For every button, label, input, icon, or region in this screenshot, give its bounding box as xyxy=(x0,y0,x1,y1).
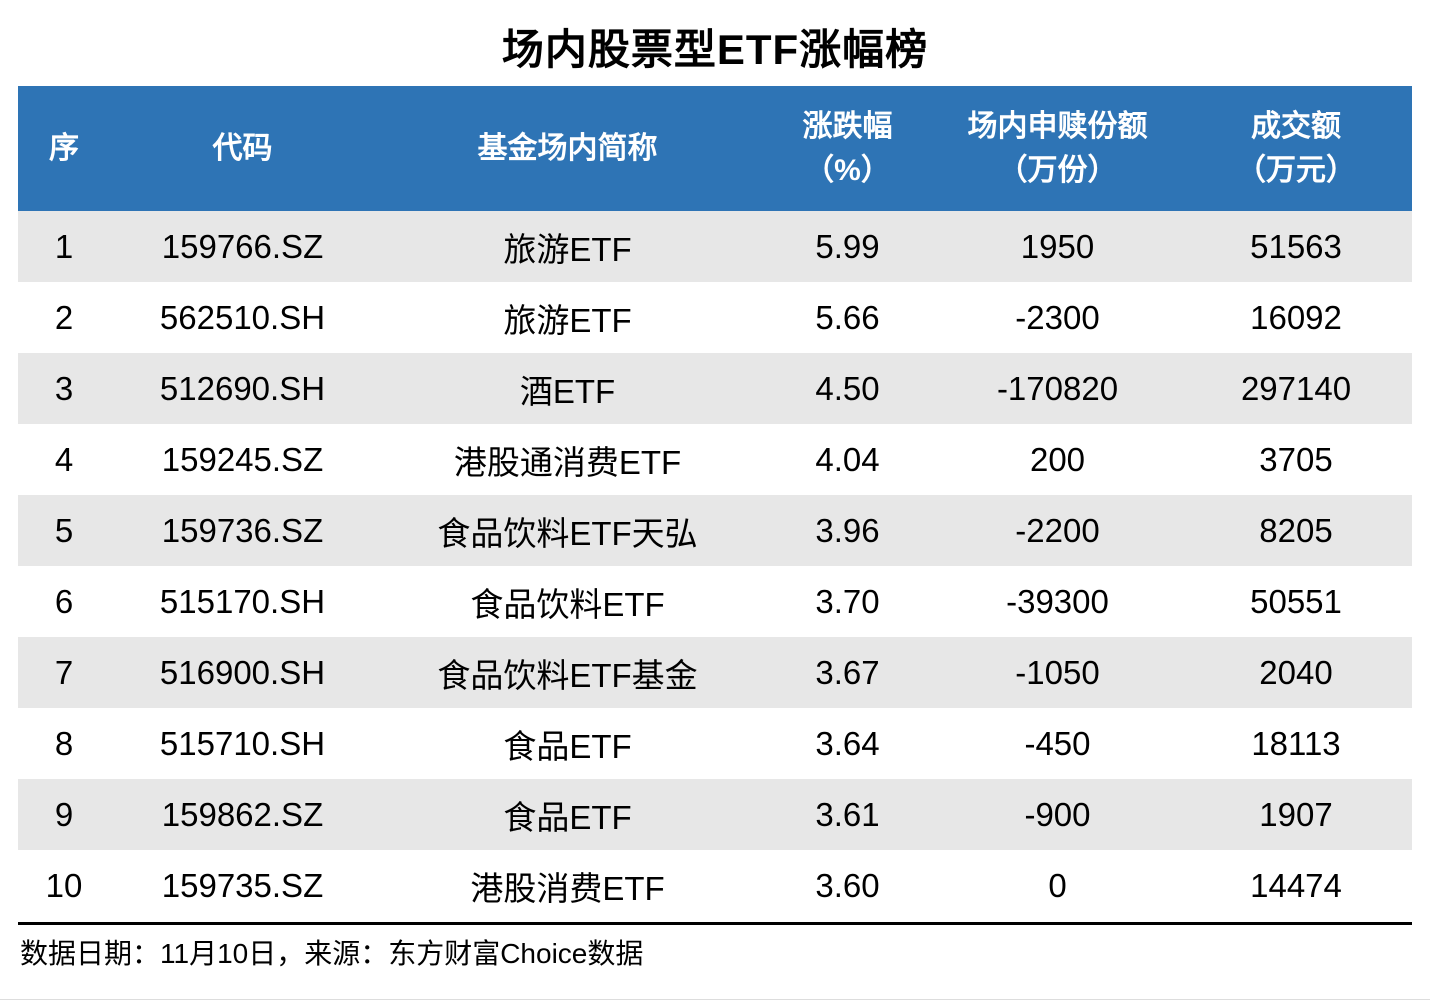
table-row: 5 159736.SZ 食品饮料ETF天弘 3.96 -2200 8205 xyxy=(18,495,1412,566)
cell-change: 3.96 xyxy=(815,511,880,549)
cell-code: 516900.SH xyxy=(159,653,326,691)
cell-turnover: 8205 xyxy=(1259,511,1333,549)
cell-change: 3.60 xyxy=(815,866,880,904)
cell-turnover: 2040 xyxy=(1259,653,1333,691)
cell-turnover: 3705 xyxy=(1259,440,1333,478)
cell-seq: 10 xyxy=(45,866,83,904)
column-header-shares: 场内申赎份额 （万份） xyxy=(935,86,1180,211)
cell-name: 食品ETF xyxy=(503,727,632,765)
table-row: 1 159766.SZ 旅游ETF 5.99 1950 51563 xyxy=(18,211,1412,282)
cell-seq: 6 xyxy=(54,582,74,620)
cell-change: 3.67 xyxy=(815,653,880,691)
cell-turnover: 50551 xyxy=(1250,582,1342,620)
cell-shares: -2300 xyxy=(1015,298,1100,336)
cell-name: 旅游ETF xyxy=(503,230,632,268)
cell-change: 4.50 xyxy=(815,369,880,407)
column-header-label: 序 xyxy=(49,131,79,165)
cell-name: 食品饮料ETF基金 xyxy=(437,656,698,694)
cell-change: 5.99 xyxy=(815,227,880,265)
cell-code: 562510.SH xyxy=(159,298,326,336)
table-row: 10 159735.SZ 港股消费ETF 3.60 0 14474 xyxy=(18,850,1412,921)
cell-seq: 8 xyxy=(54,724,74,762)
column-header-code: 代码 xyxy=(110,86,375,211)
cell-seq: 9 xyxy=(54,795,74,833)
cell-code: 159736.SZ xyxy=(161,511,324,549)
column-header-label: 基金场内简称 xyxy=(477,131,658,165)
data-source-note: 数据日期：11月10日，来源：东方财富Choice数据 xyxy=(20,938,644,969)
column-header-unit: （万元） xyxy=(1236,153,1356,187)
table-header-row: 序 代码 基金场内简称 涨跌幅 （%） 场内申赎份额 （万份） 成交额 （万元） xyxy=(18,86,1412,211)
cell-change: 3.64 xyxy=(815,724,880,762)
table-row: 6 515170.SH 食品饮料ETF 3.70 -39300 50551 xyxy=(18,566,1412,637)
cell-name: 酒ETF xyxy=(519,372,616,410)
etf-table: 序 代码 基金场内简称 涨跌幅 （%） 场内申赎份额 （万份） 成交额 （万元）… xyxy=(18,86,1412,921)
cell-change: 3.61 xyxy=(815,795,880,833)
column-header-name: 基金场内简称 xyxy=(375,86,760,211)
cell-shares: 200 xyxy=(1029,440,1086,478)
cell-shares: -450 xyxy=(1024,724,1091,762)
table-row: 9 159862.SZ 食品ETF 3.61 -900 1907 xyxy=(18,779,1412,850)
table-row: 8 515710.SH 食品ETF 3.64 -450 18113 xyxy=(18,708,1412,779)
cell-change: 4.04 xyxy=(815,440,880,478)
cell-code: 159245.SZ xyxy=(161,440,324,478)
cell-shares: -170820 xyxy=(996,369,1119,407)
cell-name: 港股通消费ETF xyxy=(453,443,682,481)
cell-shares: 0 xyxy=(1048,866,1067,904)
cell-turnover: 51563 xyxy=(1250,227,1342,265)
cell-code: 512690.SH xyxy=(159,369,326,407)
cell-turnover: 1907 xyxy=(1259,795,1333,833)
cell-shares: 1950 xyxy=(1020,227,1095,265)
cell-code: 159735.SZ xyxy=(161,866,324,904)
cell-shares: -39300 xyxy=(1006,582,1109,620)
cell-name: 食品ETF xyxy=(503,798,632,836)
column-header-unit: （万份） xyxy=(997,153,1118,187)
cell-turnover: 18113 xyxy=(1251,724,1341,762)
cell-seq: 7 xyxy=(54,653,74,691)
cell-seq: 5 xyxy=(54,511,74,549)
column-header-change: 涨跌幅 （%） xyxy=(760,86,935,211)
cell-seq: 4 xyxy=(54,440,74,478)
footer: 数据日期：11月10日，来源：东方财富Choice数据 xyxy=(18,922,1412,972)
column-header-label: 成交额 xyxy=(1251,110,1341,143)
cell-code: 159862.SZ xyxy=(161,795,324,833)
cell-change: 3.70 xyxy=(815,582,880,620)
column-header-label: 代码 xyxy=(212,131,273,165)
cell-seq: 2 xyxy=(54,298,74,336)
table-row: 3 512690.SH 酒ETF 4.50 -170820 297140 xyxy=(18,353,1412,424)
column-header-unit: （%） xyxy=(804,153,891,187)
column-header-label: 场内申赎份额 xyxy=(967,110,1148,143)
cell-name: 港股消费ETF xyxy=(470,869,665,907)
table-row: 7 516900.SH 食品饮料ETF基金 3.67 -1050 2040 xyxy=(18,637,1412,708)
cell-seq: 3 xyxy=(54,369,74,407)
cell-turnover: 16092 xyxy=(1250,298,1342,336)
column-header-seq: 序 xyxy=(18,86,110,211)
table-row: 2 562510.SH 旅游ETF 5.66 -2300 16092 xyxy=(18,282,1412,353)
page-title: 场内股票型ETF涨幅榜 xyxy=(501,26,929,73)
cell-code: 515170.SH xyxy=(159,582,326,620)
cell-turnover: 297140 xyxy=(1240,369,1352,407)
cell-code: 159766.SZ xyxy=(161,227,324,265)
cell-code: 515710.SH xyxy=(159,724,326,762)
cell-seq: 1 xyxy=(54,227,74,265)
column-header-label: 涨跌幅 xyxy=(802,110,893,143)
cell-name: 食品饮料ETF xyxy=(470,585,665,623)
cell-shares: -2200 xyxy=(1015,511,1100,549)
table-row: 4 159245.SZ 港股通消费ETF 4.04 200 3705 xyxy=(18,424,1412,495)
cell-name: 食品饮料ETF天弘 xyxy=(437,514,698,552)
column-header-turnover: 成交额 （万元） xyxy=(1180,86,1412,211)
cell-change: 5.66 xyxy=(815,298,880,336)
cell-shares: -1050 xyxy=(1015,653,1100,691)
cell-name: 旅游ETF xyxy=(503,301,632,339)
cell-turnover: 14474 xyxy=(1250,866,1342,904)
cell-shares: -900 xyxy=(1024,795,1091,833)
